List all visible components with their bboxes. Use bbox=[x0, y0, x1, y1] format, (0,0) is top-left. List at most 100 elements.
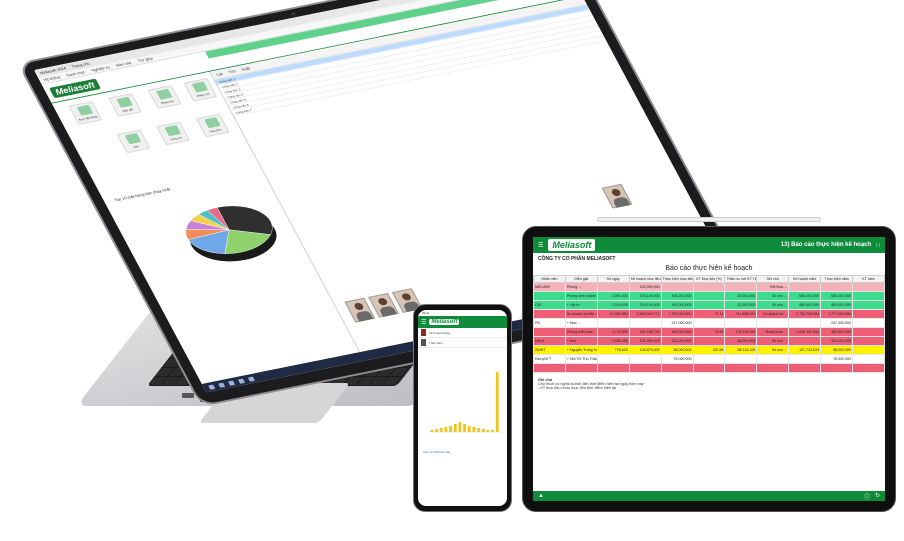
table-cell: 492,158,720 bbox=[628, 327, 662, 337]
table-row[interactable]: NNH1 + Anh ... 2,080,356 151,959,000 420,000… bbox=[533, 336, 885, 346]
usb-port bbox=[182, 393, 194, 398]
brand-logo: Meliasoft bbox=[429, 319, 460, 325]
table-row[interactable]: CAT + Vật tư 2,304,000 376,149,000 400,000,0… bbox=[533, 300, 885, 310]
chart-bar[interactable] bbox=[439, 428, 443, 432]
chart-bar[interactable] bbox=[453, 424, 457, 432]
table-cell: Số nhu ... bbox=[756, 345, 790, 355]
chart-bar[interactable] bbox=[481, 429, 485, 432]
table-cell: PN bbox=[533, 318, 566, 328]
table-cell bbox=[724, 318, 758, 328]
chart-bar[interactable] bbox=[449, 426, 452, 432]
table-cell bbox=[533, 327, 566, 337]
help-icon[interactable]: ⓘ bbox=[863, 494, 870, 501]
app-icon[interactable] bbox=[247, 376, 255, 382]
dashboard-tile[interactable]: Đơn đặt hàng bbox=[68, 101, 103, 125]
table-cell: Ràng buộc ... bbox=[756, 327, 790, 337]
table-cell: 32,000,000 bbox=[724, 291, 758, 301]
table-cell: 190,000,000 bbox=[628, 282, 662, 292]
detail-link[interactable]: Xem chi tiết báo cáo bbox=[423, 450, 451, 454]
bar-chart bbox=[430, 372, 502, 433]
table-row[interactable] bbox=[533, 363, 885, 373]
table-cell: 58,000,000 bbox=[660, 345, 694, 355]
avatar bbox=[601, 183, 633, 209]
pie-slice[interactable] bbox=[206, 207, 230, 231]
refresh-icon[interactable]: ↻ bbox=[874, 492, 880, 499]
table-row[interactable]: Phòng kinh doanh 2,392,400 376,149,000 406,… bbox=[533, 291, 885, 301]
table-cell bbox=[788, 363, 822, 373]
folder-icon[interactable] bbox=[237, 378, 245, 384]
note-line: Chú thích có nghĩa là tính đến thời điểm… bbox=[538, 382, 644, 386]
table-cell bbox=[788, 318, 822, 328]
chart-bar[interactable] bbox=[458, 422, 462, 432]
column-header[interactable]: KT năm bbox=[852, 275, 885, 283]
chart-bar[interactable] bbox=[477, 428, 480, 432]
pie-slice[interactable] bbox=[214, 223, 276, 256]
table-cell: 58,000,000 bbox=[820, 345, 854, 355]
table-row[interactable]: MELIA09 Phòng ... 190,000,000 Kết thúc ... bbox=[533, 282, 885, 292]
chart-bar[interactable] bbox=[463, 424, 466, 432]
table-row[interactable]: Số doanh số trên ... 10,362,850 2,660,016,… bbox=[533, 309, 885, 319]
column-header[interactable]: Nhân viên bbox=[533, 275, 566, 283]
dashboard-tile[interactable]: Hóa đơn bbox=[195, 113, 230, 138]
table-row[interactable]: PN + Mac ... 247,000,000 247,000,000 bbox=[533, 318, 885, 328]
table-cell: MELIA09 bbox=[533, 282, 566, 292]
table-cell: 1,757,000,000 bbox=[660, 309, 694, 319]
table-cell: 406,000,000 bbox=[660, 291, 694, 301]
column-header[interactable]: Thực hiện mục tiêu bbox=[660, 275, 694, 283]
table-cell bbox=[724, 282, 758, 292]
tablet-footer: ▲ ⓘ ↻ bbox=[533, 491, 885, 501]
chart-bar[interactable] bbox=[495, 372, 499, 432]
table-cell: 108,879,000 bbox=[628, 345, 662, 355]
chart-bar[interactable] bbox=[486, 430, 490, 432]
table-row[interactable]: DinnyNTT + Nội Thị Thu Thảo 78,000,000 78,0… bbox=[533, 354, 885, 364]
column-header[interactable]: Kế hoạch năm bbox=[788, 275, 822, 283]
table-cell: 2,392,400 bbox=[596, 291, 630, 301]
chart-bar[interactable] bbox=[467, 426, 471, 432]
table-row[interactable]: Phòng triển khai 3,703,895 492,158,720 480,… bbox=[533, 327, 885, 337]
toolbar-button[interactable]: Lọc bbox=[215, 71, 224, 77]
dashboard-tile[interactable]: Kho bbox=[116, 129, 151, 154]
dashboard-tile[interactable]: Công nợ bbox=[156, 121, 191, 146]
list-item[interactable]: Thực hiện bbox=[418, 338, 507, 348]
table-row[interactable]: SWHT + Nguyễn Trung Sơn 778,822 108,879,000… bbox=[533, 345, 885, 355]
column-header[interactable]: Thực hiện năm bbox=[820, 275, 854, 283]
table-cell: + Vật tư bbox=[564, 300, 598, 310]
column-header[interactable]: Kế hoạch mục tiêu bbox=[628, 275, 662, 283]
table-cell: 247,000,000 bbox=[820, 318, 854, 328]
pie-slice[interactable] bbox=[216, 199, 277, 242]
column-header[interactable]: KT Mục tiêu (%) bbox=[692, 275, 726, 283]
toolbar-button[interactable]: Xuất bbox=[240, 65, 251, 72]
pie-slice[interactable] bbox=[188, 229, 241, 259]
toolbar-button[interactable]: Tìm bbox=[227, 68, 237, 75]
table-cell: Số nhu ... bbox=[756, 291, 790, 301]
dashboard-tile[interactable]: Phiếu thu bbox=[147, 85, 182, 109]
table-cell bbox=[788, 336, 822, 346]
start-icon[interactable] bbox=[207, 384, 216, 390]
table-cell: CAT bbox=[533, 300, 566, 310]
column-header[interactable]: Thiếu so với KT Tiêu bbox=[724, 275, 758, 283]
up-arrow-icon[interactable]: ▲ bbox=[538, 493, 544, 499]
table-cell: -58,118,106 bbox=[724, 345, 758, 355]
browser-icon[interactable] bbox=[227, 380, 235, 386]
search-icon[interactable] bbox=[217, 382, 226, 388]
menu-icon[interactable]: ☰ bbox=[421, 319, 427, 326]
chart-bar[interactable] bbox=[491, 430, 494, 432]
dashboard-tile[interactable]: Phiếu chi bbox=[183, 77, 218, 102]
chart-bar[interactable] bbox=[435, 429, 438, 432]
column-header[interactable]: Diễn giải bbox=[564, 275, 598, 283]
tablet-screen: ☰ Meliasoft 13) Báo cáo thực hiện kế hoạ… bbox=[533, 237, 885, 501]
column-header[interactable]: Ghi chú bbox=[756, 275, 790, 283]
laptop-lid: Meliasoft 2024 Trang chủ Hệ thống Danh m… bbox=[17, 0, 756, 407]
dashboard-tile[interactable]: Báo giá bbox=[108, 93, 142, 117]
grid-icon[interactable]: ∷ bbox=[876, 242, 880, 249]
list-item[interactable]: Kế hoạch tháng bbox=[418, 328, 507, 338]
table-cell: 2,304,000 bbox=[596, 300, 630, 310]
pie-chart bbox=[185, 199, 277, 262]
column-header[interactable]: Số ngày bbox=[596, 275, 630, 283]
chart-bar[interactable] bbox=[444, 427, 448, 432]
note-line: - KT mục tiêu chưu mục đến thời điểm hiệ… bbox=[538, 386, 616, 390]
chart-bar[interactable] bbox=[472, 427, 476, 432]
table-cell: 400,000,000 bbox=[820, 300, 854, 310]
chart-bar[interactable] bbox=[430, 430, 434, 432]
menu-icon[interactable]: ☰ bbox=[538, 242, 544, 249]
